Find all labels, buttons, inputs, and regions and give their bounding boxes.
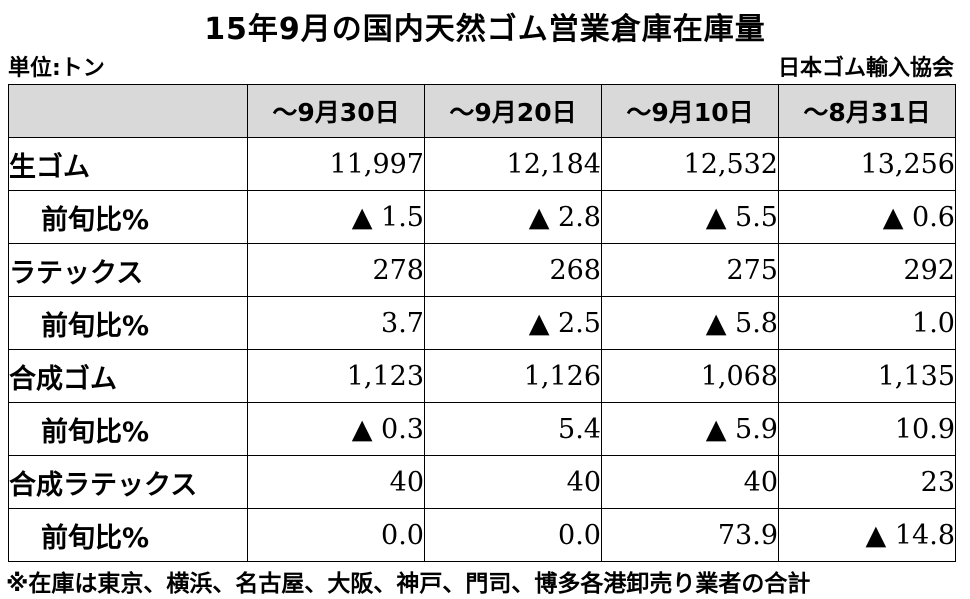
table-cell: 0.0: [247, 508, 425, 562]
table-row: 前旬比% ▲ 1.5 ▲ 2.8 ▲ 5.5 ▲ 0.6: [8, 190, 956, 244]
row-label: 生ゴム: [8, 137, 248, 191]
source-label: 日本ゴム輸入協会: [777, 56, 954, 81]
table-cell: 40: [247, 455, 425, 509]
table-cell: 278: [247, 243, 425, 297]
row-label: 前旬比%: [8, 508, 248, 562]
unit-label: 単位:トン: [8, 56, 105, 81]
table-cell: 1,135: [778, 349, 956, 403]
table-cell: 12,532: [601, 137, 779, 191]
table-cell: 5.4: [424, 402, 602, 456]
table-cell: ▲ 5.5: [601, 190, 779, 244]
table-row: ラテックス 278 268 275 292: [8, 243, 956, 297]
table-cell: ▲ 0.6: [778, 190, 956, 244]
header-row: ～9月30日 ～9月20日 ～9月10日 ～8月31日: [8, 84, 956, 138]
table-cell: ▲ 1.5: [247, 190, 425, 244]
table-cell: 292: [778, 243, 956, 297]
table-cell: 1,126: [424, 349, 602, 403]
row-label: ラテックス: [8, 243, 248, 297]
table-cell: 268: [424, 243, 602, 297]
table-cell: 11,997: [247, 137, 425, 191]
table-row: 前旬比% 3.7 ▲ 2.5 ▲ 5.8 1.0: [8, 296, 956, 350]
row-label: 前旬比%: [8, 190, 248, 244]
page-title: 15年9月の国内天然ゴム営業倉庫在庫量: [204, 12, 766, 47]
table-cell: 40: [424, 455, 602, 509]
table-row: 合成ゴム 1,123 1,126 1,068 1,135: [8, 349, 956, 403]
table-cell: 40: [601, 455, 779, 509]
column-header: ～9月20日: [424, 84, 602, 138]
table-cell: 0.0: [424, 508, 602, 562]
inventory-table: ～9月30日 ～9月20日 ～9月10日 ～8月31日 生ゴム 11,997 1…: [8, 84, 956, 562]
table-cell: ▲ 2.8: [424, 190, 602, 244]
table-cell: 23: [778, 455, 956, 509]
row-label: 合成ラテックス: [8, 455, 248, 509]
table-cell: ▲ 5.8: [601, 296, 779, 350]
column-header: ～8月31日: [778, 84, 956, 138]
table-cell: ▲ 0.3: [247, 402, 425, 456]
table-row: 合成ラテックス 40 40 40 23: [8, 455, 956, 509]
row-label: 前旬比%: [8, 296, 248, 350]
table-cell: 10.9: [778, 402, 956, 456]
table-cell: 3.7: [247, 296, 425, 350]
row-label: 合成ゴム: [8, 349, 248, 403]
row-label: 前旬比%: [8, 402, 248, 456]
footnote: ※在庫は東京、横浜、名古屋、大阪、神戸、門司、博多各港卸売り業者の合計: [6, 571, 811, 597]
table-cell: 1,123: [247, 349, 425, 403]
header-corner: [8, 84, 248, 138]
table-row: 前旬比% ▲ 0.3 5.4 ▲ 5.9 10.9: [8, 402, 956, 456]
table-cell: 275: [601, 243, 779, 297]
table-row: 前旬比% 0.0 0.0 73.9 ▲ 14.8: [8, 508, 956, 562]
table-cell: 1.0: [778, 296, 956, 350]
table-cell: 12,184: [424, 137, 602, 191]
table-row: 生ゴム 11,997 12,184 12,532 13,256: [8, 137, 956, 191]
table-cell: 1,068: [601, 349, 779, 403]
column-header: ～9月10日: [601, 84, 779, 138]
table-cell: ▲ 14.8: [778, 508, 956, 562]
table-cell: ▲ 2.5: [424, 296, 602, 350]
column-header: ～9月30日: [247, 84, 425, 138]
table-cell: 13,256: [778, 137, 956, 191]
table-cell: ▲ 5.9: [601, 402, 779, 456]
table-cell: 73.9: [601, 508, 779, 562]
